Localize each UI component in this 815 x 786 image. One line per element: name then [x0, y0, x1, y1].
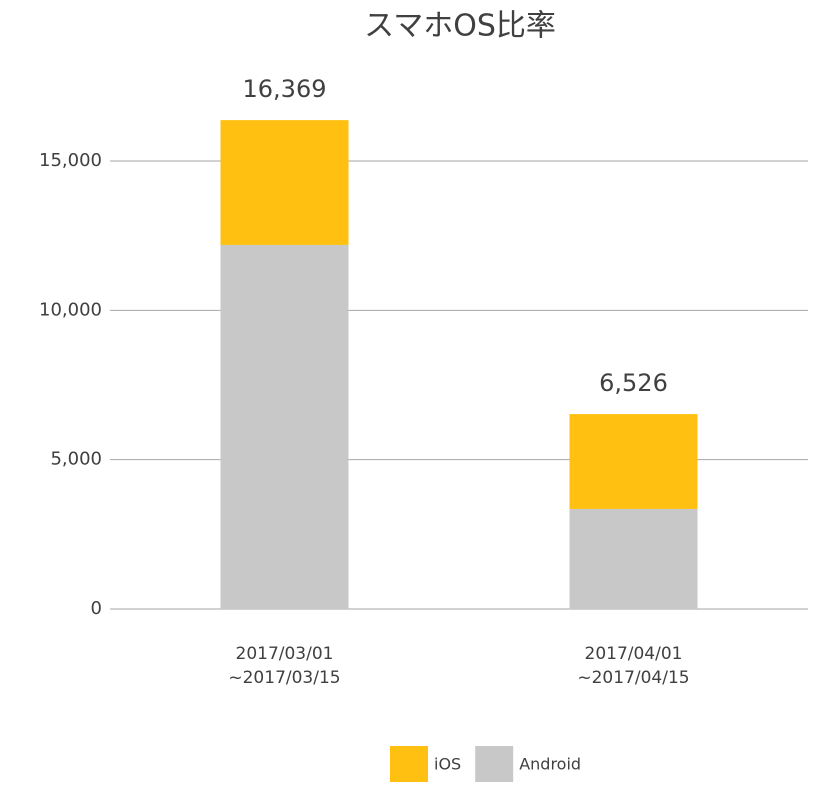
legend-label: iOS [434, 755, 461, 774]
bar-segment [220, 244, 349, 609]
y-tick-label: 15,000 [39, 150, 102, 171]
legend-swatch [390, 746, 428, 784]
x-tick-label: 2017/04/01 [585, 644, 683, 664]
total-label: 16,369 [243, 75, 327, 103]
legend-label: Android [519, 755, 581, 774]
y-tick-label: 0 [91, 598, 102, 619]
y-tick-label: 10,000 [39, 299, 102, 320]
x-tick-label: ~2017/03/15 [228, 668, 340, 688]
chart-title: スマホOS比率 [364, 9, 556, 44]
bar-segment [569, 414, 698, 509]
y-tick-label: 5,000 [50, 449, 102, 470]
x-tick-label: ~2017/04/15 [577, 668, 689, 688]
bar-segment [220, 120, 349, 245]
total-label: 6,526 [599, 369, 668, 397]
bar-segment [569, 508, 698, 609]
legend-swatch [475, 746, 514, 784]
x-tick-label: 2017/03/01 [236, 644, 334, 664]
